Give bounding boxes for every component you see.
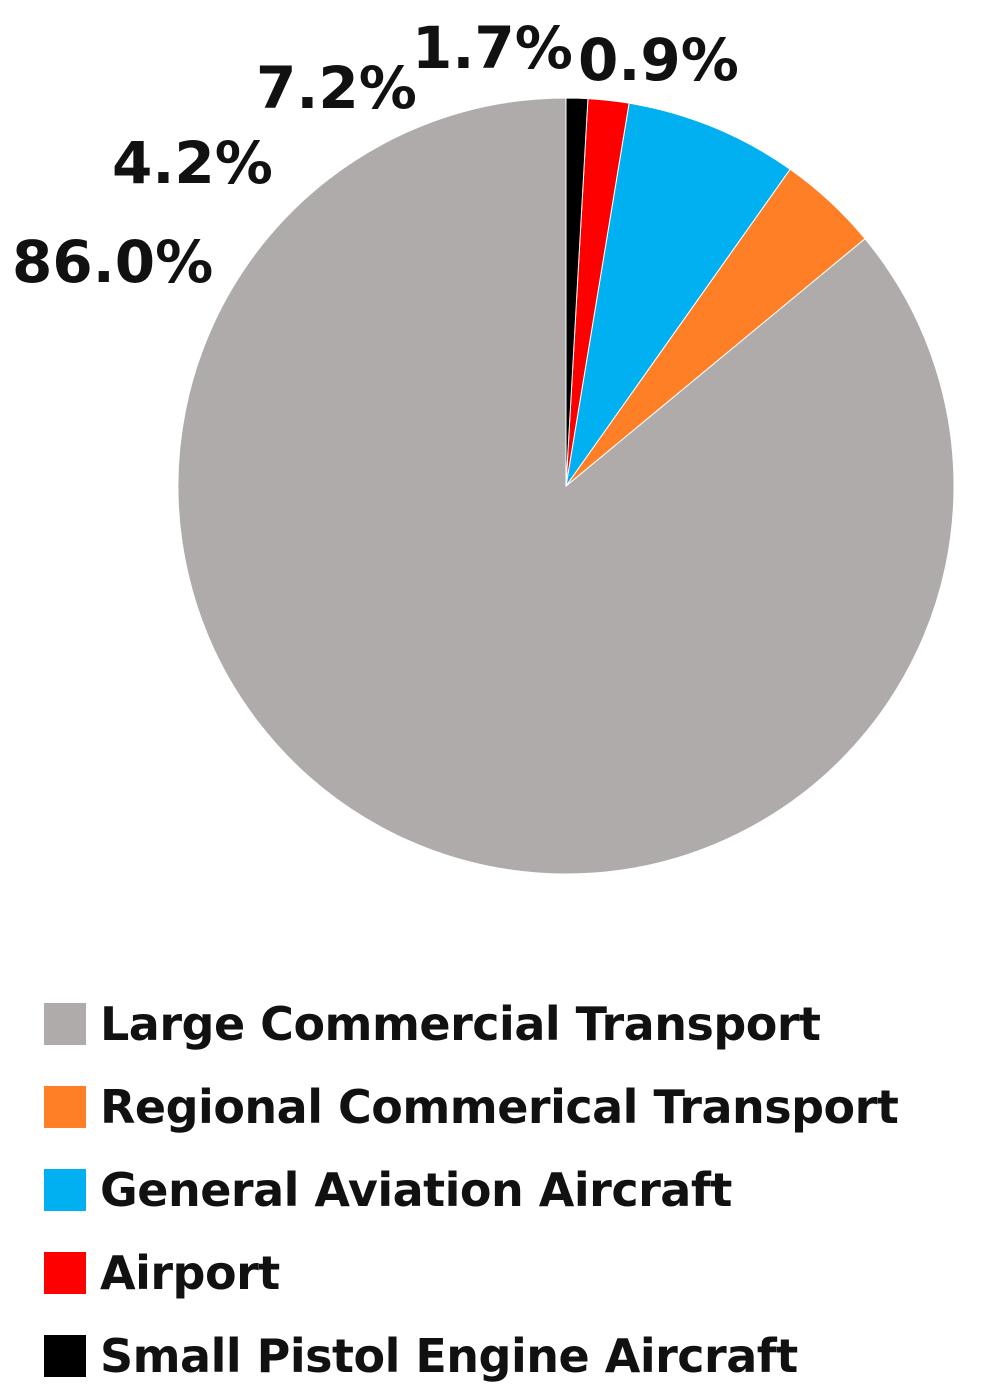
data-label-2: 4.2% [112,129,273,197]
legend-swatch [44,1251,86,1294]
pie-slices [177,97,955,875]
data-label-4: 1.7% [412,14,573,82]
legend: Large Commercial Transport Regional Comme… [44,982,984,1397]
legend-item-1: Large Commercial Transport [44,982,984,1065]
legend-label: Regional Commerical Transport [100,1079,899,1134]
pie-chart: 86.0% 4.2% 7.2%1.7% 0.9% [12,14,955,875]
legend-label: Airport [100,1245,280,1300]
legend-label: Large Commercial Transport [100,996,821,1051]
legend-item-2: Regional Commerical Transport [44,1065,984,1148]
data-label-3: 7.2% [256,54,417,122]
data-label-1: 86.0% [12,228,213,296]
pie-slice-3 [565,102,791,487]
pie-slice-5 [565,97,589,487]
legend-label: Small Pistol Engine Aircraft [100,1328,798,1383]
legend-swatch [44,1085,86,1128]
legend-label: General Aviation Aircraft [100,1162,732,1217]
legend-item-3: General Aviation Aircraft [44,1148,984,1231]
legend-item-4: Airport [44,1231,984,1314]
data-labels: 86.0% 4.2% 7.2%1.7% 0.9% [12,14,739,296]
legend-item-5: Small Pistol Engine Aircraft [44,1314,984,1397]
data-label-5: 0.9% [578,26,739,94]
legend-swatch [44,1168,86,1211]
legend-swatch [44,1334,86,1377]
legend-swatch [44,1002,86,1045]
